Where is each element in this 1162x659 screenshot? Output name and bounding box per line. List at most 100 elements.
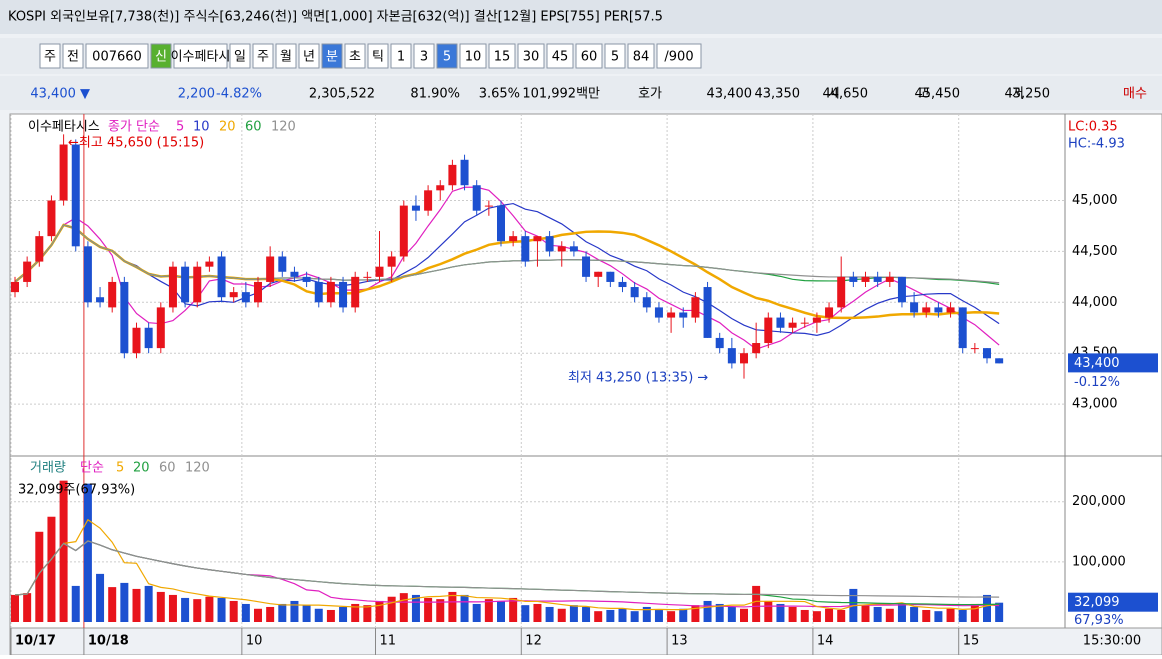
- candle-body: [156, 307, 165, 349]
- toolbar-label: 초: [349, 50, 361, 65]
- toolbar-button[interactable]: [459, 43, 487, 69]
- toolbar-label: 신: [155, 50, 167, 65]
- info-value: 43,350: [755, 87, 801, 102]
- volume-bar: [35, 531, 44, 622]
- hc-label: HC:-4.93: [1068, 137, 1125, 152]
- candle-body: [241, 292, 250, 303]
- candle-body: [849, 276, 858, 282]
- volume-bar: [387, 596, 396, 622]
- volume-bar: [205, 596, 214, 622]
- candle-body: [995, 358, 1004, 364]
- volume-bar: [339, 606, 348, 622]
- candle-body: [788, 322, 797, 328]
- toolbar-button[interactable]: [604, 43, 626, 69]
- candle-body: [897, 276, 906, 303]
- candle-body: [35, 236, 44, 262]
- y-tick-label: 45,000: [1072, 193, 1118, 208]
- volume-bar: [642, 606, 651, 622]
- toolbar-button[interactable]: [39, 43, 61, 69]
- volume-bar: [132, 588, 141, 622]
- volume-bar: [922, 609, 931, 622]
- x-tick-label: 14: [817, 634, 834, 649]
- toolbar-label: 1: [397, 50, 405, 65]
- candle-body: [521, 236, 530, 262]
- candle-body: [326, 281, 335, 303]
- toolbar-button[interactable]: [298, 43, 320, 69]
- info-value: 43,400 ▼: [30, 87, 90, 102]
- toolbar-button[interactable]: [62, 43, 84, 69]
- toolbar-label: 주: [257, 50, 269, 65]
- volume-bar: [168, 594, 177, 622]
- toolbar-button[interactable]: [321, 43, 343, 69]
- toolbar-button[interactable]: [85, 43, 149, 69]
- volume-bar: [108, 587, 117, 622]
- toolbar-button[interactable]: [627, 43, 655, 69]
- info-value: 45,450: [915, 87, 961, 102]
- candle-body: [387, 256, 396, 267]
- volume-bar: [654, 609, 663, 622]
- toolbar-button[interactable]: [517, 43, 545, 69]
- volume-bar: [934, 611, 943, 622]
- toolbar-button[interactable]: [546, 43, 574, 69]
- candle-body: [825, 307, 834, 318]
- info-row: [0, 76, 1162, 110]
- candle-body: [545, 236, 554, 252]
- toolbar-button[interactable]: [413, 43, 435, 69]
- toolbar-button[interactable]: [390, 43, 412, 69]
- candle-body: [484, 205, 493, 207]
- candle-body: [922, 307, 931, 313]
- toolbar-label: 15: [494, 50, 511, 65]
- volume-bar: [411, 594, 420, 622]
- toolbar-button[interactable]: [575, 43, 603, 69]
- candle-body: [71, 144, 80, 247]
- x-tick-label: 11: [380, 634, 397, 649]
- y-tick-label: 200,000: [1072, 494, 1126, 509]
- y-tick-label: 44,000: [1072, 295, 1118, 310]
- toolbar-button[interactable]: [275, 43, 297, 69]
- toolbar-button[interactable]: [344, 43, 366, 69]
- candle-body: [448, 164, 457, 186]
- candle-body: [424, 190, 433, 211]
- volume-bar: [11, 594, 19, 622]
- toolbar-button[interactable]: [229, 43, 251, 69]
- legend-entry: 5: [116, 461, 124, 476]
- volume-bar: [278, 603, 287, 622]
- toolbar-label: 주: [44, 50, 56, 65]
- toolbar-button[interactable]: [367, 43, 389, 69]
- candle-body: [229, 292, 238, 298]
- toolbar-label: 분: [326, 50, 338, 65]
- high-note: ←최고 45,650 (15:15): [68, 136, 204, 151]
- toolbar-button[interactable]: [252, 43, 274, 69]
- toolbar-button[interactable]: [173, 43, 228, 69]
- candle-body: [132, 327, 141, 354]
- toolbar-button[interactable]: [436, 43, 458, 69]
- toolbar-button[interactable]: [656, 43, 702, 69]
- toolbar-button[interactable]: [150, 43, 172, 69]
- volume-bar: [946, 608, 955, 622]
- volume-bar: [885, 608, 894, 622]
- candle-body: [970, 348, 979, 350]
- volume-bar: [229, 600, 238, 622]
- y-tick-label: 44,500: [1072, 244, 1118, 259]
- volume-bar: [71, 585, 80, 622]
- candle-body: [460, 159, 469, 186]
- candle-body: [497, 205, 505, 242]
- current-volume-box: [1068, 592, 1158, 612]
- volume-bar: [837, 609, 846, 622]
- candle-body: [776, 317, 785, 328]
- volume-bar: [484, 599, 493, 622]
- volume-bar: [254, 608, 262, 622]
- info-value: 44,650: [823, 87, 869, 102]
- volume-bar: [436, 599, 445, 622]
- candle-body: [302, 276, 311, 282]
- candle-body: [569, 246, 578, 252]
- candle-body: [217, 256, 226, 298]
- y-tick-label: 100,000: [1072, 554, 1126, 569]
- volume-bar: [193, 599, 202, 622]
- candle-body: [205, 261, 214, 267]
- volume-bar: [873, 606, 882, 622]
- info-value: 81.90%: [410, 87, 460, 102]
- toolbar-button[interactable]: [488, 43, 516, 69]
- moving-average: [14, 202, 1000, 337]
- volume-bar: [970, 603, 979, 622]
